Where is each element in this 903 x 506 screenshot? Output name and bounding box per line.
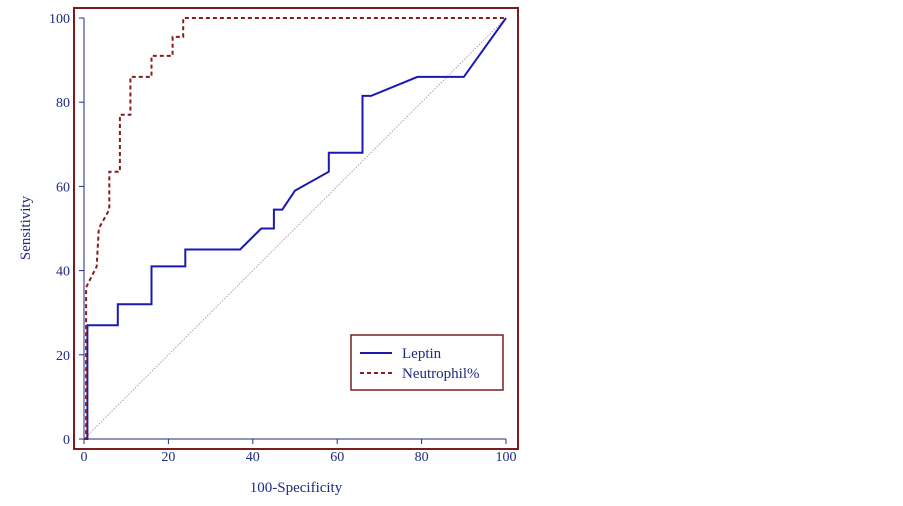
legend: Leptin Neutrophil%: [350, 334, 504, 391]
x-tick-label: 0: [81, 450, 88, 465]
x-tick-group: 0 20 40 60 80 100: [81, 439, 517, 465]
x-tick-label: 100: [496, 450, 517, 465]
x-tick-label: 60: [330, 450, 344, 465]
x-tick-label: 40: [246, 450, 260, 465]
legend-label-leptin: Leptin: [402, 346, 442, 362]
y-tick-label: 0: [63, 433, 70, 448]
reference-diagonal-line: [83, 17, 507, 440]
series-group: [84, 17, 507, 440]
y-tick-label: 60: [56, 180, 70, 195]
y-tick-label: 40: [56, 265, 70, 280]
y-axis-label: Sensitivity: [18, 195, 34, 260]
y-tick-label: 20: [56, 349, 70, 364]
y-tick-label: 80: [56, 96, 70, 111]
x-axis-label: 100-Specificity: [250, 480, 343, 496]
legend-box: [350, 334, 504, 391]
series-line-leptin: [84, 17, 507, 440]
y-tick-label: 100: [49, 12, 70, 27]
y-tick-group: 0 20 40 60 80 100: [49, 12, 84, 448]
x-tick-label: 80: [415, 450, 429, 465]
x-tick-label: 20: [161, 450, 175, 465]
legend-label-neutrophil: Neutrophil%: [402, 366, 479, 382]
